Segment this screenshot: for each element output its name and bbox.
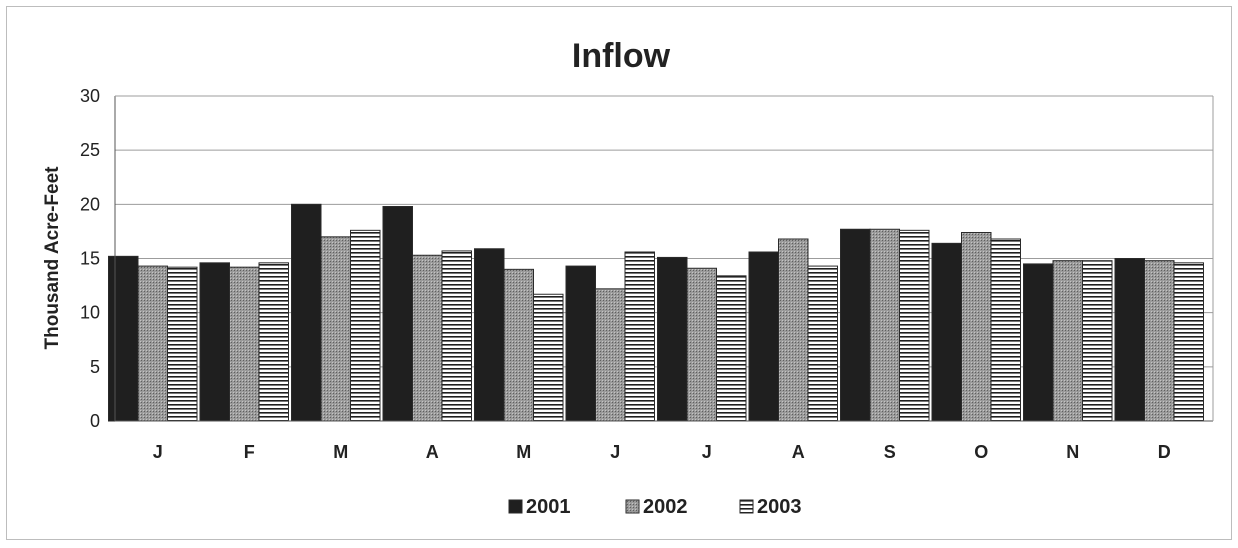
x-tick-label: J bbox=[610, 442, 620, 462]
bar-2002-4 bbox=[503, 268, 534, 422]
y-axis-label: Thousand Acre-Feet bbox=[42, 166, 63, 350]
x-tick-label: A bbox=[426, 442, 439, 462]
bar-2003-7 bbox=[807, 265, 838, 422]
y-tick-label: 15 bbox=[80, 249, 100, 269]
bar-2002-3 bbox=[412, 254, 443, 422]
legend: 2001 2002 2003 bbox=[508, 496, 802, 518]
bar-2003-0 bbox=[167, 266, 198, 422]
x-tick-label: M bbox=[333, 442, 348, 462]
legend-label: 2001 bbox=[526, 496, 571, 518]
legend-item-2001: 2001 bbox=[508, 496, 571, 518]
y-tick-label: 20 bbox=[80, 194, 100, 214]
bar-2001-7 bbox=[748, 251, 779, 422]
legend-item-2002: 2002 bbox=[625, 496, 688, 518]
bar-2002-11 bbox=[1144, 260, 1175, 422]
bar-2003-10 bbox=[1082, 260, 1113, 422]
bar-2001-2 bbox=[291, 203, 322, 422]
x-tick-label: J bbox=[153, 442, 163, 462]
bar-2001-4 bbox=[474, 248, 505, 422]
bar-2002-6 bbox=[686, 267, 717, 422]
bar-2001-8 bbox=[840, 228, 871, 422]
y-tick-label: 10 bbox=[80, 303, 100, 323]
y-tick-labels: 0 5 10 15 20 25 30 bbox=[80, 86, 100, 431]
bar-2001-11 bbox=[1114, 258, 1145, 422]
y-tick-label: 0 bbox=[90, 411, 100, 431]
x-tick-label: J bbox=[702, 442, 712, 462]
legend-item-2003: 2003 bbox=[739, 496, 802, 518]
bar-2002-10 bbox=[1052, 260, 1083, 422]
bar-2003-5 bbox=[624, 251, 655, 422]
bar-2003-3 bbox=[441, 250, 472, 422]
bar-2001-1 bbox=[199, 262, 230, 422]
bar-2002-1 bbox=[229, 266, 260, 422]
bar-2002-2 bbox=[320, 236, 351, 422]
bar-2002-7 bbox=[778, 238, 809, 422]
bar-2003-6 bbox=[716, 275, 747, 422]
axes bbox=[114, 95, 1214, 422]
bar-2001-5 bbox=[565, 265, 596, 422]
bar-2002-8 bbox=[869, 228, 900, 422]
y-tick-label: 25 bbox=[80, 140, 100, 160]
bar-2002-0 bbox=[137, 265, 168, 422]
legend-label: 2002 bbox=[643, 496, 688, 518]
x-tick-label: O bbox=[974, 442, 988, 462]
bar-2002-5 bbox=[595, 288, 626, 422]
y-tick-label: 5 bbox=[90, 357, 100, 377]
bar-2003-4 bbox=[533, 293, 564, 422]
bar-2003-2 bbox=[350, 229, 381, 422]
bar-2002-9 bbox=[961, 232, 992, 422]
x-tick-label: F bbox=[244, 442, 255, 462]
bar-2001-6 bbox=[657, 256, 688, 422]
bar-2001-9 bbox=[931, 242, 962, 422]
legend-swatch bbox=[739, 499, 754, 514]
x-tick-label: M bbox=[516, 442, 531, 462]
x-tick-label: D bbox=[1158, 442, 1171, 462]
y-tick-label: 30 bbox=[80, 86, 100, 106]
legend-swatch bbox=[625, 499, 640, 514]
bar-2003-11 bbox=[1173, 262, 1204, 422]
x-tick-label: S bbox=[884, 442, 896, 462]
bar-2003-1 bbox=[258, 262, 289, 422]
x-tick-label: A bbox=[792, 442, 805, 462]
chart-title: Inflow bbox=[572, 37, 671, 75]
bar-2003-9 bbox=[990, 238, 1021, 422]
bar-2001-0 bbox=[108, 255, 139, 422]
x-tick-label: N bbox=[1066, 442, 1079, 462]
bars bbox=[108, 203, 1204, 422]
legend-swatch bbox=[508, 499, 523, 514]
bar-2001-10 bbox=[1023, 263, 1054, 422]
bar-2003-8 bbox=[899, 229, 930, 422]
legend-label: 2003 bbox=[757, 496, 802, 518]
bar-2001-3 bbox=[382, 206, 413, 422]
